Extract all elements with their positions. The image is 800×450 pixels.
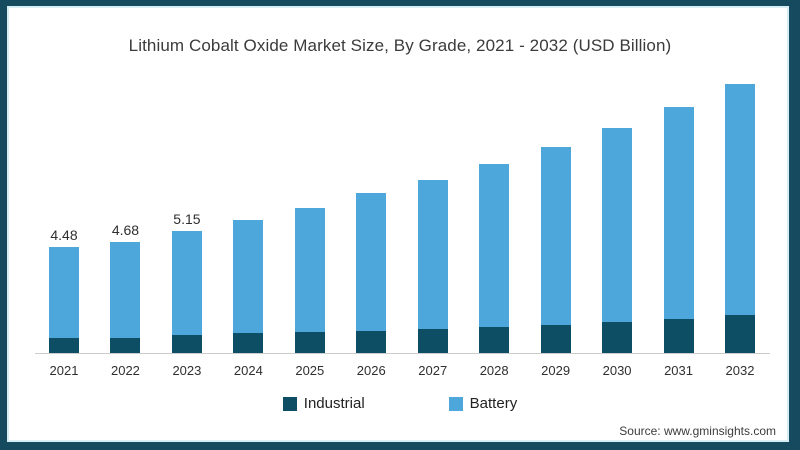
battery-segment [663, 107, 694, 319]
x-axis-labels: 2021 2022 2023 2024 2025 2026 2027 2028 2029 2030… [49, 363, 755, 381]
bar-2031 [663, 107, 694, 353]
bar-2024 [233, 220, 264, 353]
legend-item-industrial: Industrial [282, 395, 365, 412]
chart-title: Lithium Cobalt Oxide Market Size, By Gra… [128, 36, 672, 55]
battery-segment [479, 164, 510, 327]
bar-2023: 5.15 [171, 211, 202, 353]
bar-2026 [356, 193, 387, 353]
bar-2032 [724, 84, 755, 353]
legend-item-battery: Battery [448, 395, 518, 412]
bar-2027 [417, 180, 448, 353]
industrial-segment [171, 335, 202, 353]
x-axis-label-2028: 2028 [479, 363, 509, 378]
x-axis-label-2030: 2030 [602, 363, 632, 378]
bars-row: 4.48 4.68 5.15 [49, 70, 755, 353]
x-axis-label-2029: 2029 [541, 363, 571, 378]
x-axis-label-2022: 2022 [110, 363, 140, 378]
x-axis-label-2026: 2026 [356, 363, 386, 378]
battery-segment [540, 147, 571, 325]
bar-2028 [479, 164, 510, 353]
bar-2029 [540, 147, 571, 353]
battery-segment [602, 128, 633, 322]
x-axis-label-2023: 2023 [172, 363, 202, 378]
battery-segment [417, 180, 448, 329]
x-axis-label-2025: 2025 [295, 363, 325, 378]
x-axis-label-2021: 2021 [49, 363, 79, 378]
battery-segment [356, 193, 387, 331]
battery-segment [110, 242, 141, 338]
battery-segment [294, 208, 325, 332]
industrial-segment [663, 319, 694, 353]
industrial-segment [602, 322, 633, 353]
industrial-segment [479, 327, 510, 353]
bar-2022: 4.68 [110, 222, 141, 353]
legend-label: Industrial [303, 395, 365, 412]
bar-value-label: 4.48 [50, 227, 78, 243]
x-axis-label-2032: 2032 [725, 363, 755, 378]
industrial-segment [724, 315, 755, 353]
battery-segment [724, 84, 755, 315]
industrial-segment [540, 325, 571, 353]
industrial-segment [110, 338, 141, 353]
x-axis-line [35, 353, 770, 354]
bar-value-label: 5.15 [173, 211, 201, 227]
industrial-segment [233, 333, 264, 353]
battery-segment [49, 247, 79, 338]
bar-2025 [294, 208, 325, 353]
industrial-segment [417, 329, 448, 353]
source-note: Source: www.gminsights.com [619, 424, 776, 438]
industrial-segment [49, 338, 79, 353]
battery-swatch-icon [448, 396, 463, 411]
industrial-segment [294, 332, 325, 353]
legend-label: Battery [469, 395, 518, 412]
legend: Industrial Battery [0, 395, 800, 412]
battery-segment [171, 231, 202, 335]
battery-segment [233, 220, 264, 333]
bar-2021: 4.48 [49, 227, 79, 353]
x-axis-label-2031: 2031 [664, 363, 693, 378]
bar-value-label: 4.68 [111, 222, 140, 238]
industrial-segment [356, 331, 387, 353]
x-axis-label-2027: 2027 [418, 363, 448, 378]
bar-2030 [602, 128, 633, 353]
x-axis-label-2024: 2024 [233, 363, 263, 378]
industrial-swatch-icon [282, 396, 297, 411]
